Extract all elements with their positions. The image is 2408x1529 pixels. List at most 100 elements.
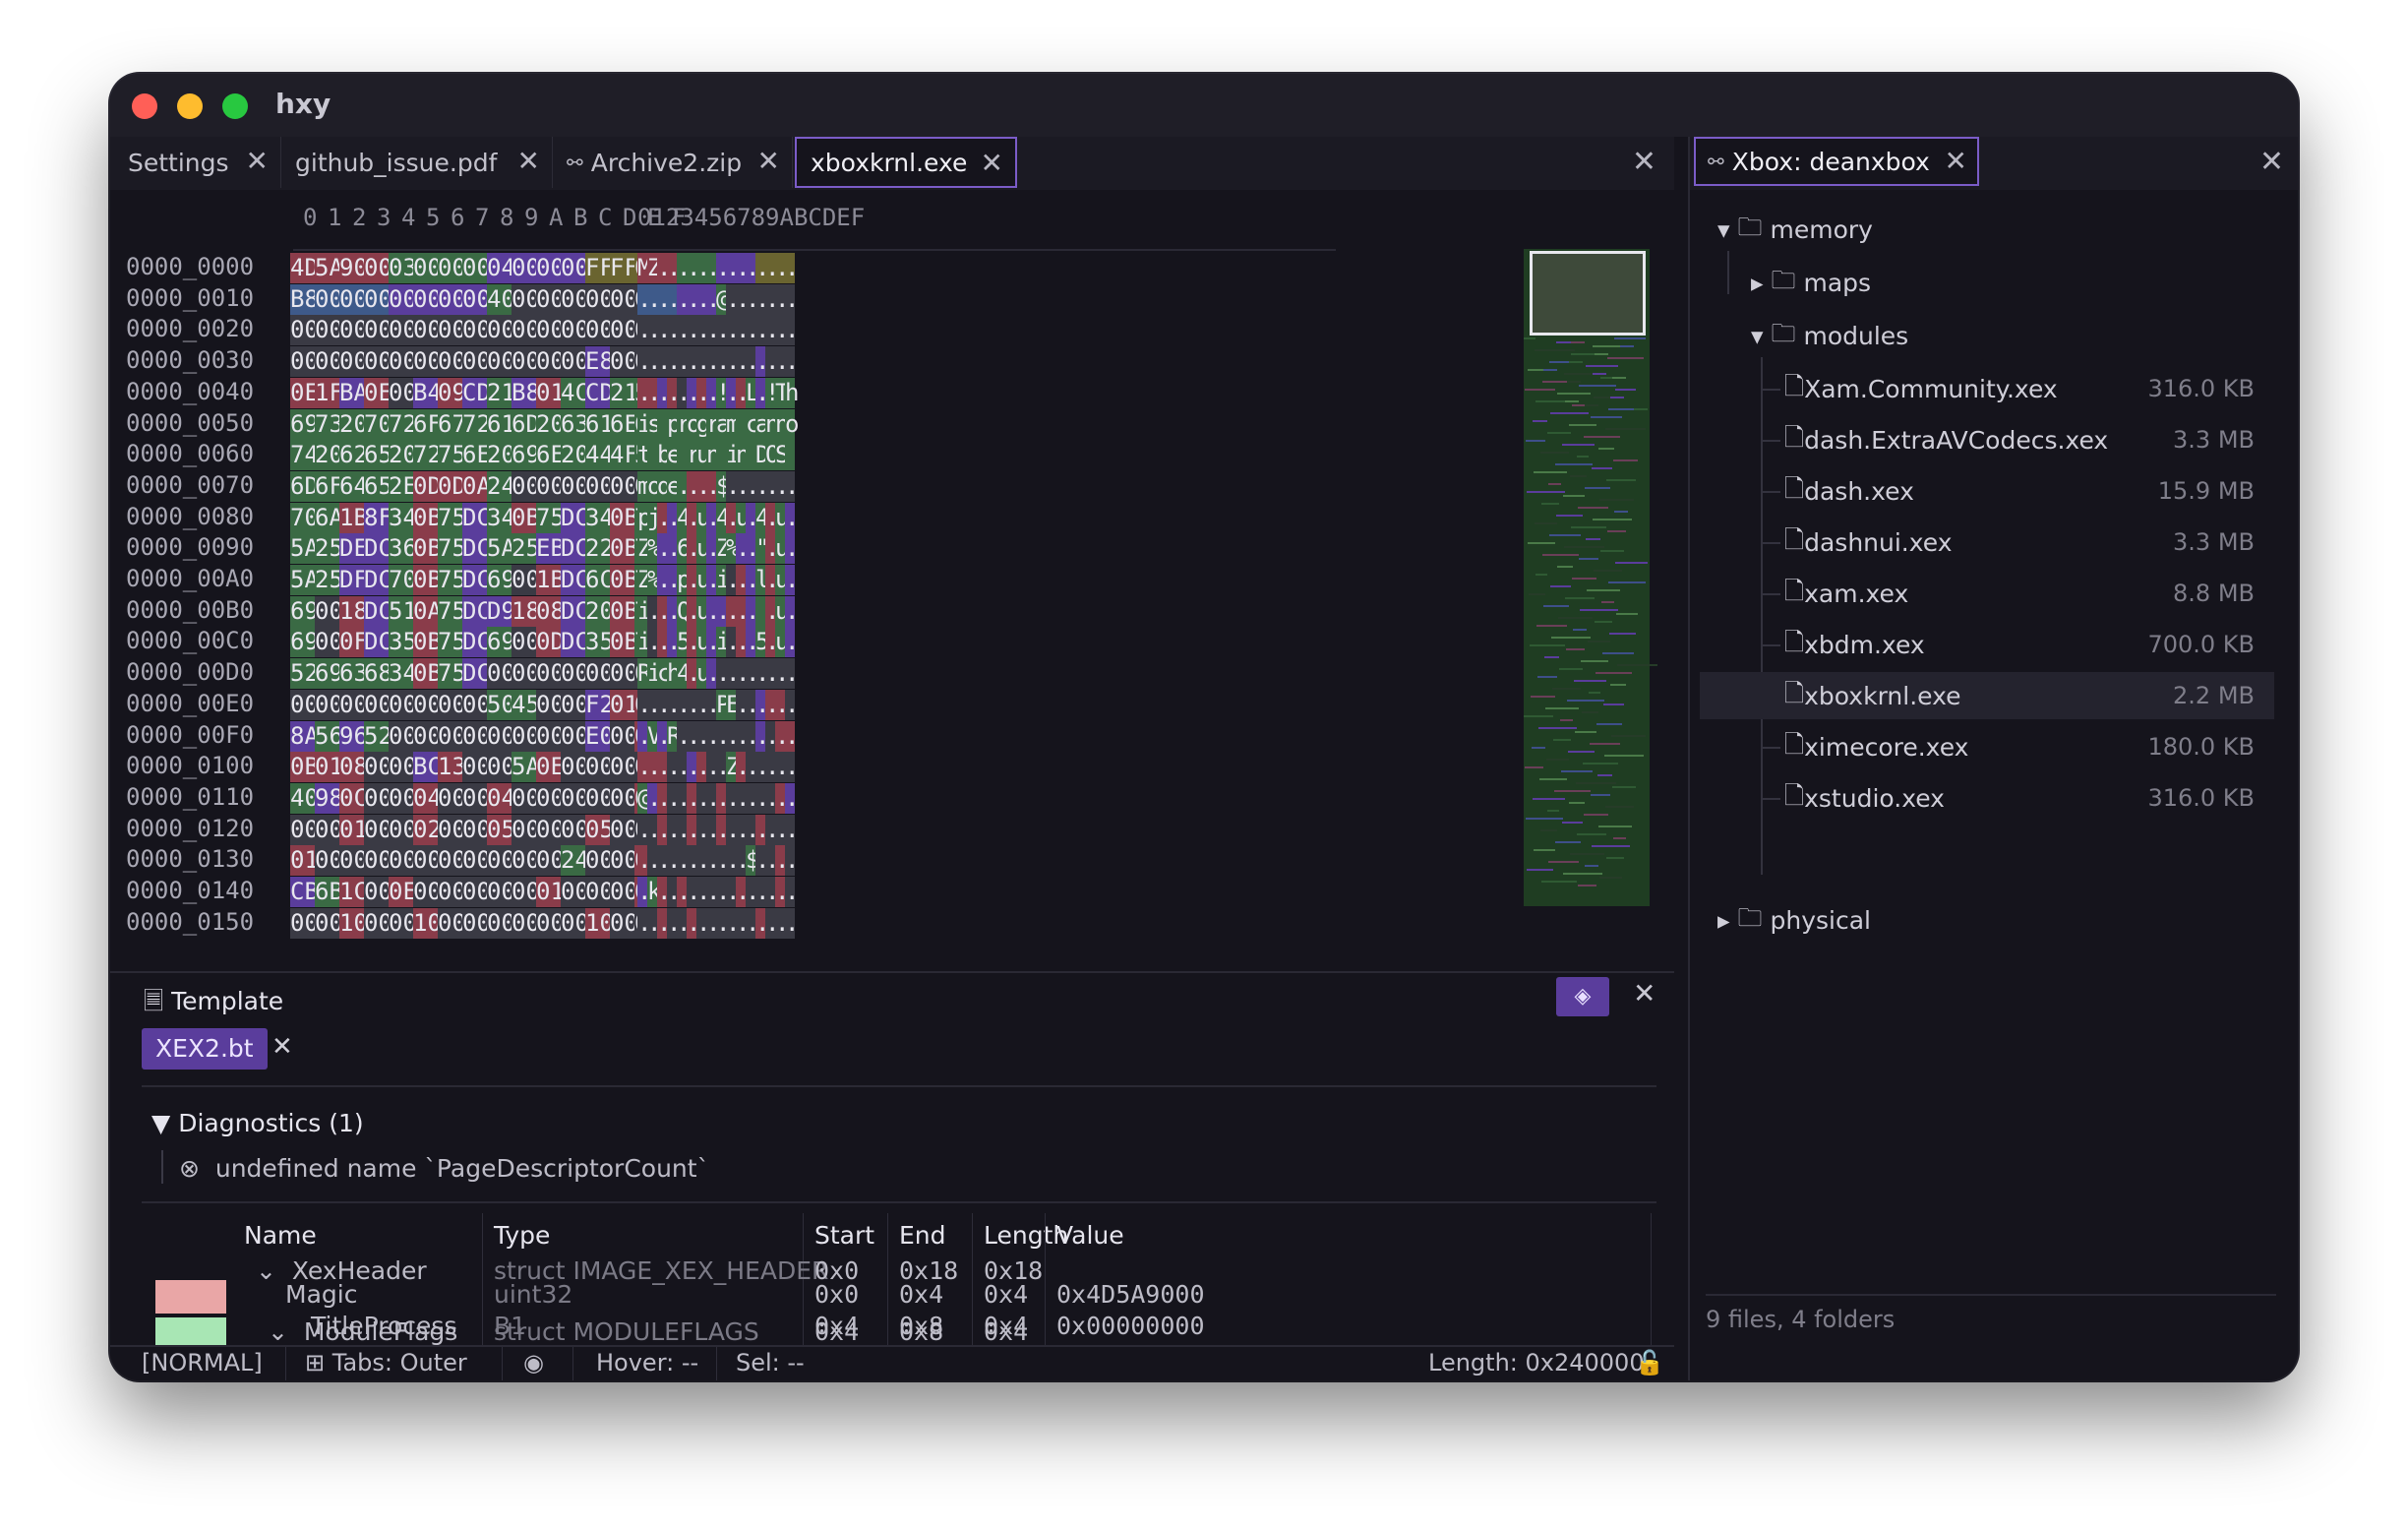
close-template-icon[interactable]: ✕: [1633, 977, 1656, 1009]
ascii-char[interactable]: .: [706, 533, 721, 565]
ascii-char[interactable]: .: [765, 346, 780, 378]
hex-byte[interactable]: 0E: [364, 377, 392, 408]
hex-byte[interactable]: 00: [290, 689, 319, 720]
ascii-char[interactable]: .: [677, 845, 692, 877]
ascii-char[interactable]: .: [687, 877, 701, 907]
hex-byte[interactable]: 00: [438, 253, 466, 283]
col-end[interactable]: End: [899, 1221, 946, 1250]
hex-byte[interactable]: 0B: [413, 565, 442, 595]
hex-byte[interactable]: 00: [438, 907, 466, 939]
ascii-char[interactable]: .: [746, 658, 760, 690]
hex-byte[interactable]: 00: [610, 315, 638, 346]
hex-byte[interactable]: 00: [585, 658, 614, 690]
ascii-char[interactable]: .: [785, 627, 800, 658]
hex-byte[interactable]: 20: [487, 440, 515, 471]
hex-byte[interactable]: 52: [290, 658, 319, 690]
hex-byte[interactable]: 13: [438, 752, 466, 783]
ascii-char[interactable]: .: [755, 752, 770, 783]
file-item[interactable]: 🗋 dash.ExtraAVCodecs.xex 3.3 MB: [1784, 416, 2255, 463]
ascii-char[interactable]: .: [677, 720, 692, 752]
hex-byte[interactable]: 56: [315, 720, 343, 752]
ascii-char[interactable]: .: [765, 502, 780, 533]
hex-byte[interactable]: 0B: [610, 627, 638, 658]
hex-byte[interactable]: 00: [512, 283, 540, 315]
hex-byte[interactable]: 00: [536, 470, 565, 502]
ascii-char[interactable]: .: [657, 689, 672, 720]
ascii-char[interactable]: .: [785, 814, 800, 845]
hex-byte[interactable]: B8: [290, 283, 319, 315]
ascii-char[interactable]: .: [706, 565, 721, 595]
ascii-char[interactable]: .: [746, 782, 760, 814]
ascii-char[interactable]: .: [746, 752, 760, 783]
hex-byte[interactable]: 21: [487, 377, 515, 408]
ascii-char[interactable]: $: [716, 470, 731, 502]
ascii-char[interactable]: .: [775, 689, 790, 720]
ascii-char[interactable]: .: [775, 283, 790, 315]
ascii-char[interactable]: .: [687, 470, 701, 502]
hex-byte[interactable]: 00: [536, 814, 565, 845]
hex-byte[interactable]: DC: [561, 595, 589, 627]
ascii-char[interactable]: .: [785, 907, 800, 939]
ascii-char[interactable]: .: [647, 627, 662, 658]
ascii-char[interactable]: .: [765, 283, 780, 315]
ascii-char[interactable]: .: [726, 845, 741, 877]
ascii-char[interactable]: u: [775, 595, 790, 627]
hex-byte[interactable]: 34: [389, 502, 417, 533]
file-item[interactable]: 🗋 dashnui.xex 3.3 MB: [1784, 519, 2255, 566]
hex-byte[interactable]: 00: [389, 689, 417, 720]
hex-byte[interactable]: 20: [585, 595, 614, 627]
hex-byte[interactable]: 00: [389, 782, 417, 814]
hex-byte[interactable]: 05: [487, 814, 515, 845]
hex-byte[interactable]: 75: [438, 440, 466, 471]
hex-byte[interactable]: 6A: [315, 502, 343, 533]
ascii-char[interactable]: .: [785, 533, 800, 565]
ascii-char[interactable]: .: [637, 845, 652, 877]
ascii-char[interactable]: .: [726, 315, 741, 346]
table-row-titleprocess[interactable]: TitleProcess: [311, 1312, 457, 1340]
hex-byte[interactable]: 0B: [290, 752, 319, 783]
hex-byte[interactable]: 1B: [536, 565, 565, 595]
hex-byte[interactable]: 70: [364, 408, 392, 440]
hex-byte[interactable]: 00: [487, 315, 515, 346]
hex-byte[interactable]: 0A: [462, 470, 491, 502]
ascii-char[interactable]: .: [785, 253, 800, 283]
ascii-char[interactable]: .: [706, 595, 721, 627]
ascii-char[interactable]: u: [696, 595, 711, 627]
hex-byte[interactable]: DC: [561, 533, 589, 565]
file-item[interactable]: 🗋 xboxkrnl.exe 2.2 MB: [1700, 672, 2274, 719]
ascii-char[interactable]: .: [726, 814, 741, 845]
hex-byte[interactable]: 34: [487, 502, 515, 533]
hex-byte[interactable]: 00: [315, 814, 343, 845]
hex-byte[interactable]: 00: [438, 845, 466, 877]
hex-byte[interactable]: 98: [315, 782, 343, 814]
ascii-char[interactable]: .: [696, 689, 711, 720]
ascii-char[interactable]: .: [677, 470, 692, 502]
folder-memory[interactable]: ▾ 🗀 memory: [1717, 206, 1873, 253]
hex-byte[interactable]: 20: [561, 440, 589, 471]
ascii-char[interactable]: e: [667, 470, 682, 502]
hex-byte[interactable]: 67: [438, 408, 466, 440]
ascii-char[interactable]: .: [765, 533, 780, 565]
hex-byte[interactable]: 00: [536, 346, 565, 378]
ascii-char[interactable]: .: [706, 377, 721, 408]
hex-byte[interactable]: 0B: [512, 502, 540, 533]
ascii-char[interactable]: .: [746, 315, 760, 346]
hex-byte[interactable]: 75: [536, 502, 565, 533]
ascii-char[interactable]: .: [677, 315, 692, 346]
ascii-char[interactable]: .: [716, 253, 731, 283]
hex-byte[interactable]: 00: [610, 752, 638, 783]
hex-byte[interactable]: DC: [462, 627, 491, 658]
ascii-char[interactable]: $: [746, 845, 760, 877]
ascii-char[interactable]: .: [736, 877, 751, 907]
ascii-char[interactable]: .: [687, 689, 701, 720]
ascii-char[interactable]: .: [785, 315, 800, 346]
hex-byte[interactable]: 22: [585, 533, 614, 565]
hex-byte[interactable]: 00: [512, 346, 540, 378]
ascii-char[interactable]: .: [657, 782, 672, 814]
hex-byte[interactable]: CB: [290, 877, 319, 907]
ascii-char[interactable]: [657, 408, 667, 440]
ascii-char[interactable]: .: [647, 283, 662, 315]
hex-byte[interactable]: 1B: [339, 502, 368, 533]
hex-byte[interactable]: B8: [512, 377, 540, 408]
hex-byte[interactable]: 0B: [610, 565, 638, 595]
